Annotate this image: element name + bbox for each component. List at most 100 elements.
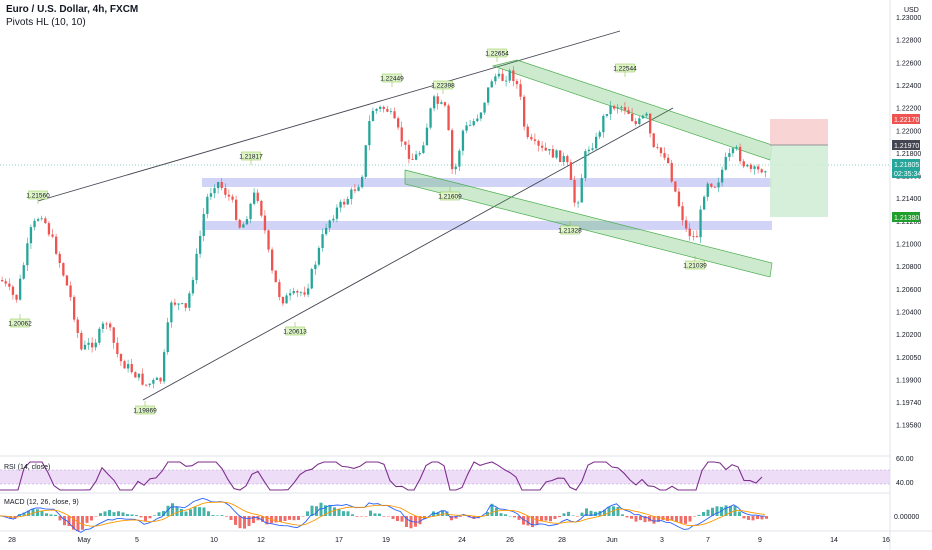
candle-body: [267, 230, 270, 250]
candle-body: [51, 234, 54, 237]
candle-body: [209, 193, 213, 197]
macd-bar: [720, 506, 723, 516]
candle-body: [494, 76, 497, 82]
candle-body: [123, 361, 126, 369]
symbol-title: Euro / U.S. Dollar, 4h, FXCM: [6, 4, 139, 15]
macd-bar: [36, 509, 39, 516]
price-tick: 1.22200: [896, 106, 921, 113]
time-tick: 16: [882, 537, 890, 544]
candle-body: [76, 319, 79, 333]
candle-body: [389, 111, 393, 113]
macd-bar: [418, 516, 422, 525]
candle-body: [188, 293, 191, 308]
candle-body: [177, 303, 180, 305]
rsi-label: RSI (14, close): [4, 464, 50, 471]
price-tick: 1.19580: [896, 423, 921, 430]
price-tick: 1.22800: [896, 38, 921, 45]
rsi-tick-60: 60.00: [896, 456, 914, 463]
lower-channel[interactable]: [404, 169, 773, 278]
macd-bar: [459, 516, 462, 517]
candle-body: [422, 145, 425, 154]
candle-body: [631, 113, 634, 122]
current-price-tag[interactable]: 1.21805 02:35:34: [892, 159, 921, 178]
macd-bar: [67, 516, 71, 527]
macd-bar: [364, 516, 368, 517]
macd-bar: [603, 509, 606, 516]
svg-text:1.22170: 1.22170: [894, 117, 919, 124]
candle-body: [224, 188, 227, 195]
candle-body: [429, 108, 432, 128]
macd-bar: [391, 516, 395, 519]
macd-bar: [540, 516, 543, 522]
svg-text:1.21805: 1.21805: [894, 162, 919, 169]
candle-body: [584, 151, 587, 179]
macd-bar: [31, 508, 35, 516]
upper-channel[interactable]: [491, 59, 773, 161]
macd-bar: [301, 516, 305, 517]
candle-body: [235, 199, 238, 220]
macd-bar: [661, 516, 665, 521]
macd-bar: [346, 511, 350, 516]
macd-bar: [229, 516, 233, 520]
macd-bar: [499, 513, 503, 516]
macd-bar: [544, 516, 548, 521]
macd-bar: [315, 506, 318, 516]
candle-body: [703, 196, 706, 210]
rsi-tick-40: 40.00: [896, 480, 914, 487]
candle-body: [764, 171, 767, 173]
candle-body: [739, 146, 742, 162]
entry-price-tag[interactable]: 1.21970: [892, 140, 920, 150]
time-axis[interactable]: 28 May 5 10 12 17 19 24 26 28 Jun 3 7 9 14 16: [8, 537, 890, 544]
upper-trendline[interactable]: [37, 30, 621, 202]
candle-body: [620, 107, 623, 108]
macd-bar: [454, 516, 458, 519]
candle-body: [515, 81, 519, 85]
currency-label: USD: [904, 7, 919, 14]
macd-bar: [265, 516, 269, 525]
macd-bar: [679, 516, 683, 524]
macd-bar: [162, 511, 165, 516]
macd-bar: [621, 514, 624, 516]
macd-bar: [211, 515, 215, 516]
stop-price-tag[interactable]: 1.22170: [892, 114, 920, 124]
price-tick: 1.21000: [896, 242, 921, 249]
stop-loss-zone[interactable]: [770, 119, 828, 145]
price-tick: 1.21800: [896, 151, 921, 158]
svg-text:1.21328: 1.21328: [558, 227, 582, 234]
candle-body: [523, 96, 526, 127]
target-price-tag[interactable]: 1.21380: [892, 212, 920, 222]
indicator-title: Pivots HL (10, 10): [6, 17, 86, 28]
candle-body: [163, 352, 166, 382]
macd-bar: [688, 516, 692, 522]
candle-body: [152, 379, 155, 384]
price-axis[interactable]: 1.23000 1.22800 1.22600 1.22400 1.22200 1.220…: [896, 15, 921, 430]
macd-bar: [108, 509, 111, 516]
take-profit-zone[interactable]: [770, 145, 828, 217]
macd-bar: [261, 516, 264, 522]
svg-text:1.21039: 1.21039: [683, 262, 707, 269]
macd-bar: [22, 512, 26, 516]
candle-body: [195, 253, 198, 281]
candle-body: [667, 157, 670, 164]
macd-bar: [297, 516, 300, 520]
candle-body: [44, 218, 47, 224]
time-tick: 19: [382, 537, 390, 544]
macd-bar: [598, 511, 602, 516]
macd-bar: [486, 512, 489, 516]
macd-bar: [400, 516, 404, 522]
macd-bar: [729, 506, 732, 516]
macd-bar: [355, 516, 359, 517]
candle-body: [357, 187, 360, 191]
macd-bar: [202, 507, 206, 516]
candle-body: [447, 105, 450, 131]
candle-body: [443, 102, 447, 106]
candle-body: [469, 125, 472, 127]
macd-bar: [144, 516, 147, 521]
candle-body: [487, 87, 490, 103]
candle-body: [285, 295, 288, 304]
macd-bar: [751, 516, 755, 521]
candle-body: [263, 215, 267, 231]
candle-body: [1, 280, 4, 282]
candle-body: [598, 132, 601, 137]
